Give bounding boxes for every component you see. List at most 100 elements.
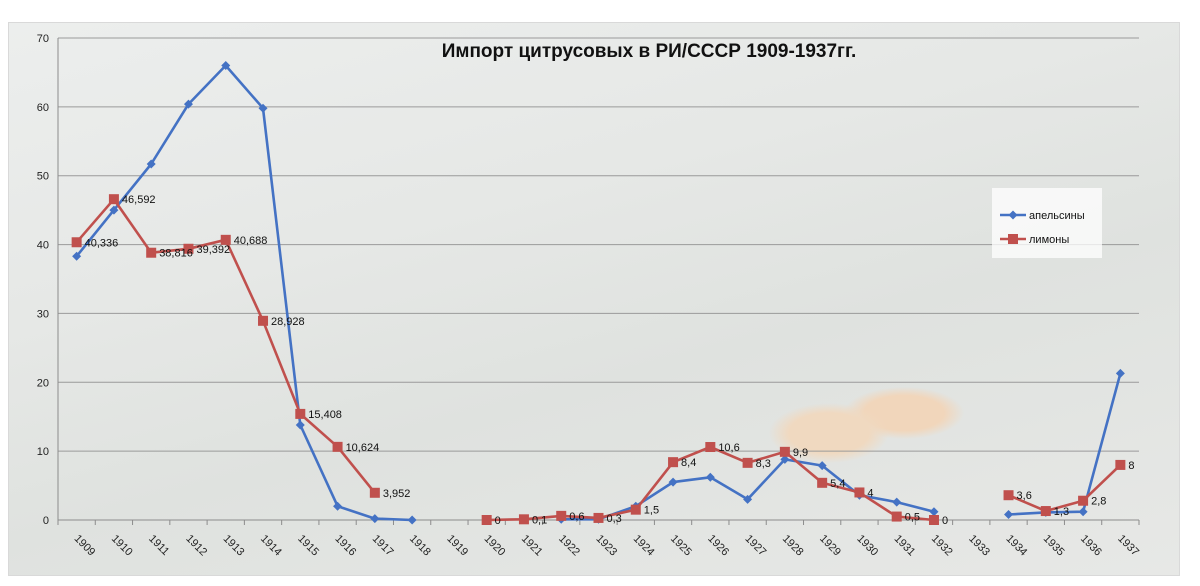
data-point <box>929 507 939 517</box>
data-label: 28,928 <box>271 316 305 328</box>
data-label: 10,6 <box>718 442 739 454</box>
x-tick-label: 1912 <box>183 533 209 559</box>
y-tick-label: 40 <box>37 240 49 252</box>
x-tick-label: 1933 <box>966 533 992 559</box>
data-label: 0,3 <box>607 513 622 525</box>
x-tick-label: 1936 <box>1078 533 1104 559</box>
series-line-oranges <box>1008 372 1122 516</box>
y-tick-label: 60 <box>37 102 49 114</box>
x-tick-label: 1914 <box>258 533 284 559</box>
data-label: 0 <box>942 515 948 527</box>
data-label: 40,688 <box>234 235 268 247</box>
data-label: 0,1 <box>532 514 547 526</box>
data-label: 0,5 <box>905 512 920 524</box>
data-point <box>743 494 753 504</box>
data-point <box>780 454 790 464</box>
legend-marker <box>1008 210 1018 220</box>
data-point <box>779 446 790 457</box>
x-tick-label: 1932 <box>929 533 955 559</box>
x-tick-label: 1919 <box>444 533 470 559</box>
legend-marker <box>1008 234 1018 244</box>
data-point <box>109 205 119 215</box>
data-label: 38,816 <box>159 248 193 260</box>
x-tick-label: 1929 <box>817 533 843 559</box>
data-point <box>295 408 306 419</box>
series-line-lemons <box>1007 463 1122 513</box>
x-tick-label: 1926 <box>705 533 731 559</box>
data-point <box>370 514 380 524</box>
x-tick-label: 1927 <box>743 533 769 559</box>
data-label: 10,624 <box>346 442 380 454</box>
data-label: 1,3 <box>1054 506 1069 518</box>
x-tick-label: 1918 <box>407 533 433 559</box>
data-point <box>1078 507 1088 517</box>
data-point <box>146 247 157 258</box>
chart-title: Импорт цитрусовых в РИ/СССР 1909-1937гг. <box>442 41 857 62</box>
data-point <box>1115 459 1126 470</box>
data-label: 8 <box>1128 460 1134 472</box>
data-label: 0,6 <box>569 511 584 523</box>
x-tick-label: 1916 <box>333 533 359 559</box>
data-point <box>295 420 305 430</box>
data-label: 9,9 <box>793 447 808 459</box>
x-tick-label: 1910 <box>109 533 135 559</box>
x-tick-label: 1935 <box>1041 533 1067 559</box>
data-point <box>630 504 641 515</box>
data-point <box>668 457 679 468</box>
x-tick-label: 1921 <box>519 533 545 559</box>
data-point <box>854 487 865 498</box>
y-tick-label: 20 <box>37 377 49 389</box>
data-point <box>593 512 604 523</box>
data-label: 46,592 <box>122 194 156 206</box>
data-point <box>1078 495 1089 506</box>
data-label: 2,8 <box>1091 496 1106 508</box>
x-tick-label: 1911 <box>146 533 171 558</box>
data-point <box>518 514 529 525</box>
data-point <box>705 442 716 453</box>
y-tick-label: 10 <box>37 446 49 458</box>
data-point <box>332 441 343 452</box>
x-tick-label: 1913 <box>221 533 247 559</box>
data-label: 15,408 <box>308 409 342 421</box>
data-label: 40,336 <box>85 237 119 249</box>
data-label: 5,4 <box>830 478 845 490</box>
x-tick-label: 1937 <box>1115 533 1141 559</box>
x-tick-label: 1925 <box>668 533 694 559</box>
data-point <box>892 497 902 507</box>
x-tick-label: 1934 <box>1003 533 1029 559</box>
x-tick-label: 1922 <box>556 533 582 559</box>
x-tick-label: 1920 <box>482 533 508 559</box>
data-point <box>333 501 343 511</box>
data-point <box>220 234 231 245</box>
data-label: 39,392 <box>196 244 230 256</box>
legend-box <box>992 188 1102 258</box>
data-point <box>1004 509 1014 519</box>
legend-label: апельсины <box>1029 210 1085 222</box>
data-point <box>817 461 827 471</box>
data-point <box>72 251 82 261</box>
data-point <box>258 103 268 113</box>
data-point <box>705 472 715 482</box>
x-tick-label: 1917 <box>370 533 396 559</box>
data-label: 3,6 <box>1017 490 1032 502</box>
data-point <box>1115 368 1125 378</box>
chart-frame: 0 10 20 30 40 50 60 70 1909 1910 1911 1912 1913 1914 1… <box>8 22 1180 576</box>
y-tick-label: 0 <box>43 515 49 527</box>
x-tick-label: 1931 <box>892 533 918 559</box>
data-label: 1,5 <box>644 505 659 517</box>
data-point <box>668 477 678 487</box>
x-tick-label: 1930 <box>854 533 880 559</box>
y-tick-label: 30 <box>37 308 49 320</box>
data-point <box>221 61 231 71</box>
data-label: 4 <box>867 487 873 499</box>
data-point <box>928 515 939 525</box>
data-point <box>817 477 828 488</box>
y-tick-label: 50 <box>37 171 49 183</box>
data-point <box>369 487 380 498</box>
series-line-oranges <box>75 64 413 522</box>
data-point <box>108 194 119 205</box>
data-point <box>556 510 567 521</box>
data-point <box>407 515 417 525</box>
data-point <box>183 243 194 254</box>
